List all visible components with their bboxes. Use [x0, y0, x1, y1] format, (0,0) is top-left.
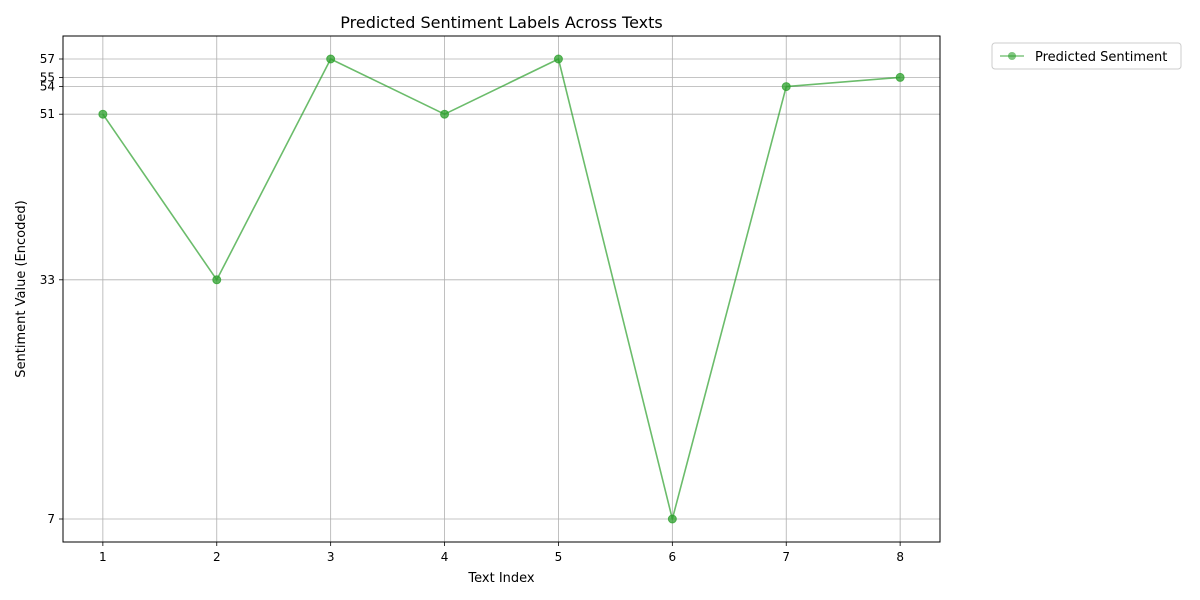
data-point [667, 514, 677, 524]
legend-box [991, 42, 1182, 70]
series-line [102, 58, 901, 520]
y-axis-label: Sentiment Value (Encoded) [14, 200, 29, 377]
plot-area-frame [62, 35, 941, 543]
legend-label: Predicted Sentiment [1035, 50, 1167, 65]
y-tick-label: 54 [40, 80, 55, 94]
x-tick-label: 8 [896, 550, 904, 564]
y-tick-label: 7 [47, 512, 55, 526]
x-tick-label: 2 [213, 550, 221, 564]
data-point [781, 82, 791, 92]
x-axis-label: Text Index [467, 571, 535, 586]
y-tick-label: 57 [40, 52, 55, 66]
data-point [326, 54, 336, 64]
y-tick-label: 55 [40, 70, 55, 84]
grid-lines [63, 36, 940, 542]
x-axis: 1 2 3 4 5 6 7 8 [99, 542, 904, 564]
data-point [98, 109, 108, 119]
data-point [553, 54, 563, 64]
chart-title: Predicted Sentiment Labels Across Texts [340, 13, 663, 32]
y-tick-label: 33 [40, 273, 55, 287]
series-layer [98, 54, 905, 524]
data-point [212, 275, 222, 285]
x-tick-label: 7 [782, 550, 790, 564]
x-tick-label: 4 [441, 550, 449, 564]
legend-marker-swatch [1008, 52, 1016, 60]
data-point [440, 109, 450, 119]
legend: Predicted Sentiment [991, 42, 1182, 70]
x-tick-label: 5 [555, 550, 563, 564]
x-tick-label: 1 [99, 550, 107, 564]
data-point [895, 72, 905, 82]
x-tick-label: 6 [669, 550, 677, 564]
y-tick-label: 51 [40, 107, 55, 121]
x-tick-label: 3 [327, 550, 335, 564]
